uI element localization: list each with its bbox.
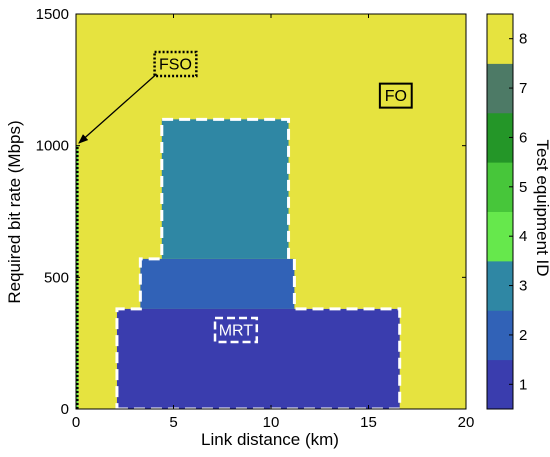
x-tick-label: 5 [169,414,177,431]
plot-area [76,14,466,411]
mrt-outline [115,117,402,411]
colorbar-label: Test equipment ID [533,139,550,276]
colorbar-segment-3 [487,260,513,311]
colorbar-segment-1 [487,359,513,410]
x-tick-label: 15 [360,414,377,431]
annotation-label-fo: FO [385,88,407,105]
colorbar-frame [486,13,514,410]
x-tick-label: 20 [458,414,475,431]
colorbar: 1 2 3 4 5 6 7 8 [486,13,527,410]
colorbar-tick-label: 3 [519,278,527,295]
y-axis-label: Required bit rate (Mbps) [5,120,24,303]
x-tick-label: 0 [72,414,80,431]
colorbar-segment-2 [487,310,513,361]
x-axis-label: Link distance (km) [201,430,339,449]
colorbar-tick-label: 2 [519,327,527,344]
x-tick-label: 10 [263,414,280,431]
annotation-box-fso [153,50,198,78]
annotation-box-mrt [213,316,259,344]
colorbar-tick-label: 5 [519,179,527,196]
annotation-arrow-fso [78,73,158,144]
annotation-label-mrt: MRT [219,323,254,340]
colorbar-tick-label: 8 [519,31,527,48]
colorbar-segment-5 [487,162,513,212]
annotation-label-fso: FSO [159,57,192,74]
region-id-2 [140,258,295,309]
region-id-1 [116,308,400,409]
colorbar-segment-7 [487,63,513,114]
region-id-3 [161,119,289,259]
colorbar-segment-8 [487,14,513,64]
axes: 0 5 10 15 20 0 500 1000 1500 [36,6,475,431]
colorbar-segment-6 [487,112,513,163]
y-tick-label: 500 [44,269,69,286]
colorbar-tick-label: 6 [519,129,527,146]
y-tick-label: 1000 [36,138,69,155]
colorbar-tick-label: 4 [519,228,527,245]
colorbar-segment-4 [487,211,513,262]
annotations: FSO FO MRT [78,50,413,344]
colorbar-tick-label: 1 [519,376,527,393]
y-tick-label: 1500 [36,6,69,23]
colorbar-tick-label: 7 [519,80,527,97]
annotation-box-fo [378,82,413,109]
y-tick-label: 0 [61,401,69,418]
